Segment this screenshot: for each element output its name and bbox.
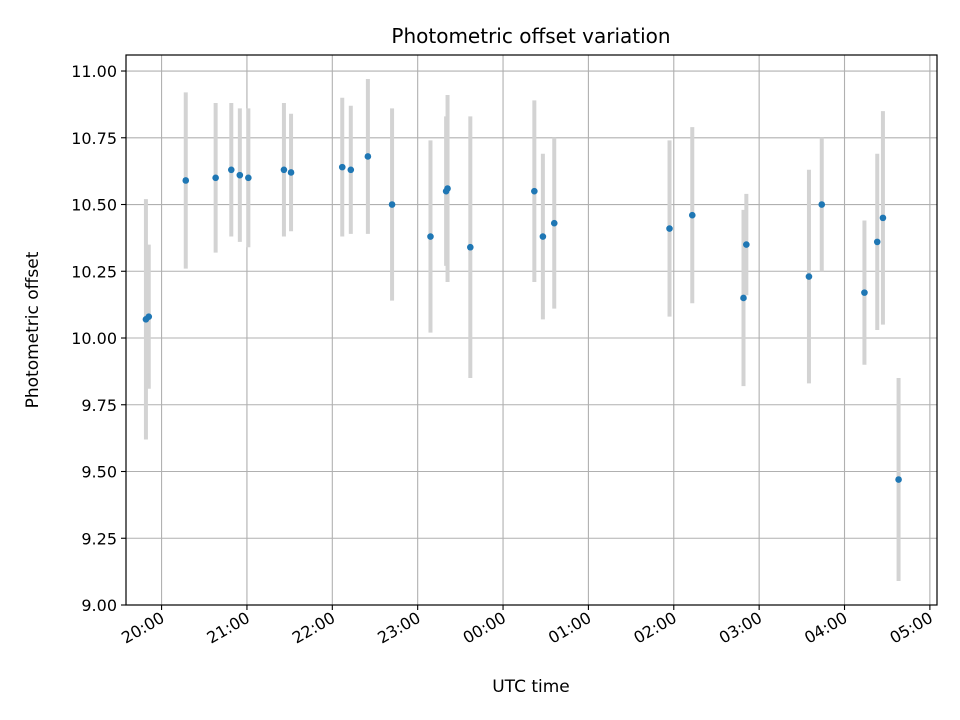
point-layer bbox=[142, 153, 902, 483]
data-point bbox=[227, 166, 235, 174]
data-point bbox=[182, 177, 190, 184]
y-tick-label: 11.00 bbox=[71, 62, 117, 81]
data-point bbox=[287, 169, 295, 176]
y-tick-label: 10.75 bbox=[71, 129, 117, 148]
y-tick-label: 10.50 bbox=[71, 196, 117, 215]
data-point bbox=[388, 201, 396, 208]
data-point bbox=[895, 476, 902, 483]
y-tick-label: 10.00 bbox=[71, 329, 117, 348]
data-point bbox=[212, 174, 219, 182]
data-point bbox=[338, 163, 346, 171]
x-axis-label: UTC time bbox=[492, 677, 570, 697]
data-point bbox=[743, 241, 750, 248]
data-point bbox=[873, 238, 881, 246]
data-point bbox=[236, 171, 244, 179]
data-point bbox=[818, 201, 826, 208]
data-point bbox=[879, 214, 887, 222]
data-point bbox=[467, 243, 474, 251]
data-point bbox=[245, 174, 252, 182]
y-tick-label: 9.25 bbox=[81, 529, 117, 548]
data-point bbox=[364, 153, 372, 160]
y-tick-label: 9.50 bbox=[81, 463, 117, 482]
data-point bbox=[550, 219, 558, 227]
data-point bbox=[805, 273, 813, 280]
data-point bbox=[347, 166, 355, 174]
plot-frame bbox=[125, 54, 938, 606]
y-tick-label: 9.00 bbox=[81, 596, 117, 615]
data-point bbox=[666, 225, 673, 232]
data-point bbox=[145, 313, 153, 320]
y-axis-label: Photometric offset bbox=[23, 251, 43, 408]
data-point bbox=[427, 233, 434, 240]
data-point bbox=[861, 289, 868, 296]
y-tick-label: 9.75 bbox=[81, 396, 117, 415]
data-point bbox=[280, 166, 288, 174]
data-point bbox=[740, 294, 747, 302]
data-point bbox=[444, 185, 451, 192]
data-point bbox=[531, 187, 538, 195]
data-point bbox=[688, 211, 696, 219]
chart-title: Photometric offset variation bbox=[391, 24, 670, 48]
data-point bbox=[539, 233, 547, 240]
y-tick-label: 10.25 bbox=[71, 262, 117, 281]
